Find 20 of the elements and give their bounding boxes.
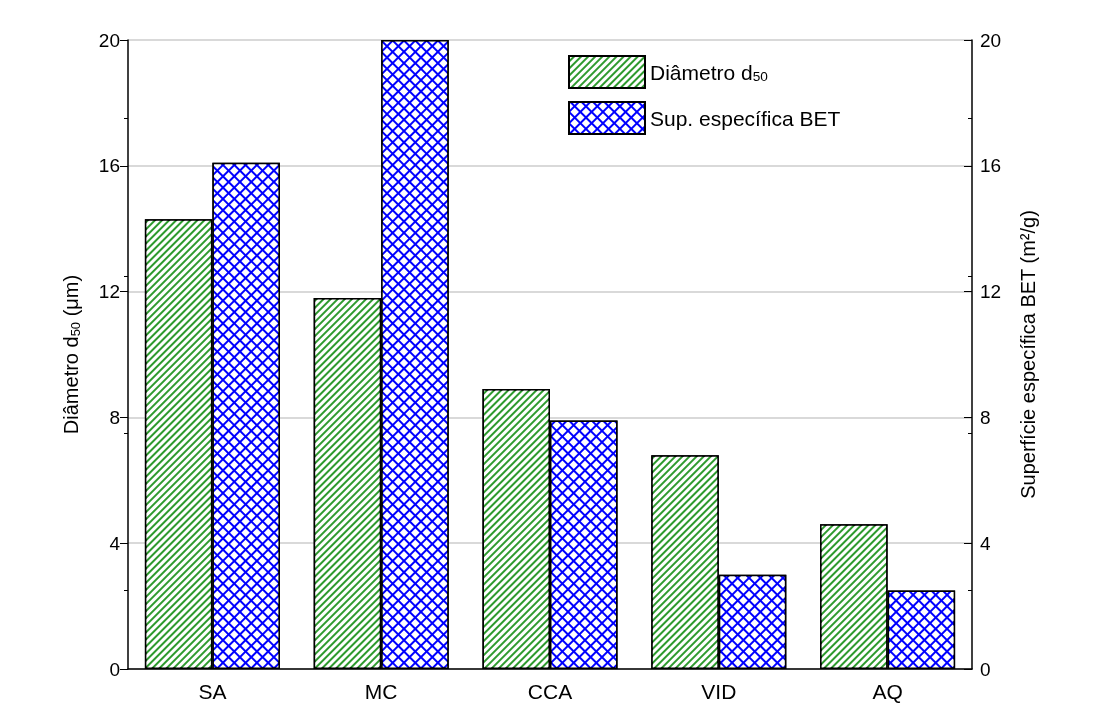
y2-tick-label: 4 [980,532,991,554]
y2-tick-label: 16 [980,155,1002,177]
x-tick-label: VID [701,680,737,703]
x-tick-label: MC [364,680,398,703]
y-axis-title: Diâmetro d50 (μm) [60,274,83,435]
y2-tick-label: 0 [980,658,991,680]
y-tick-label: 16 [98,155,120,177]
y2-tick-label: 12 [980,281,1002,303]
y-tick-label: 0 [109,658,120,680]
y2-tick-label: 20 [980,29,1002,51]
y-tick-label: 8 [109,406,120,428]
y2-axis-title: Superfície específica BET (m²/g) [1017,210,1039,499]
y-tick-label: 20 [98,29,120,51]
y2-tick-label: 8 [980,406,991,428]
x-tick-label: SA [198,680,227,703]
x-tick-label: AQ [872,680,903,703]
legend-label: Sup. específica BET [650,106,841,130]
y-tick-label: 12 [98,281,120,303]
x-tick-label: CCA [527,680,573,703]
y-tick-label: 4 [109,532,121,554]
